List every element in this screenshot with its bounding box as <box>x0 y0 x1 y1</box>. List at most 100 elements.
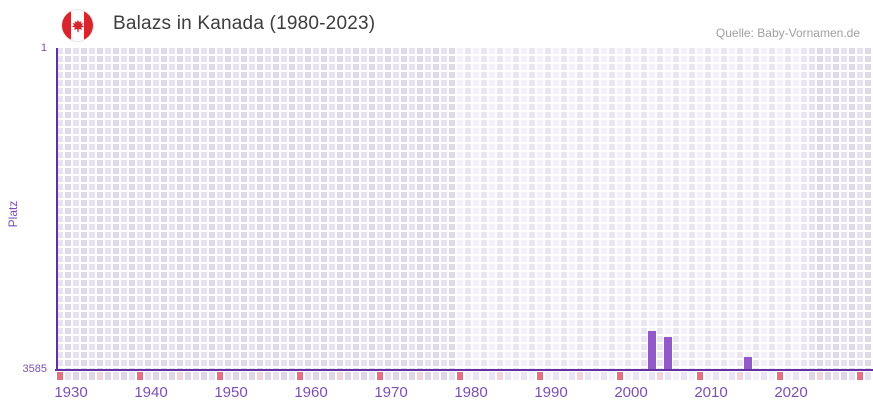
rank-bar-2006[interactable] <box>664 337 672 369</box>
grid-column <box>721 48 727 369</box>
x-axis-tick-cell <box>785 372 791 380</box>
x-axis-minor-tick <box>257 372 263 380</box>
grid-column <box>81 48 87 369</box>
grid-column <box>705 48 711 369</box>
grid-column <box>793 48 799 369</box>
grid-column <box>225 48 231 369</box>
grid-column <box>521 48 527 369</box>
x-axis-tick-cell <box>633 372 639 380</box>
grid-column <box>137 48 143 369</box>
grid-column <box>817 48 823 369</box>
grid-column <box>449 48 455 369</box>
x-axis-tick-cell <box>169 372 175 380</box>
x-axis-tick-cell <box>225 372 231 380</box>
grid-column <box>257 48 263 369</box>
x-axis-tick-label: 1970 <box>374 384 408 401</box>
x-axis-tick-cell <box>753 372 759 380</box>
grid-column <box>393 48 399 369</box>
grid-column <box>337 48 343 369</box>
grid-column <box>689 48 695 369</box>
grid-column <box>129 48 135 369</box>
x-axis-tick-cell <box>793 372 799 380</box>
x-axis-tick-cell <box>265 372 271 380</box>
grid-column <box>505 48 511 369</box>
x-axis-tick-cell <box>65 372 71 380</box>
grid-column <box>329 48 335 369</box>
x-axis-major-tick <box>777 372 783 380</box>
grid-column <box>361 48 367 369</box>
x-axis-tick-cell <box>721 372 727 380</box>
x-axis-major-tick <box>697 372 703 380</box>
grid-column <box>201 48 207 369</box>
x-axis-tick-cell <box>153 372 159 380</box>
grid-column <box>617 48 623 369</box>
flag-red-band-left <box>62 10 71 41</box>
grid-column <box>273 48 279 369</box>
rank-bar-2016[interactable] <box>744 357 752 369</box>
x-axis-minor-tick <box>337 372 343 380</box>
x-axis-tick-cell <box>313 372 319 380</box>
x-axis-tick-cell <box>249 372 255 380</box>
x-axis-tick-cell <box>321 372 327 380</box>
grid-column <box>457 48 463 369</box>
grid-column <box>305 48 311 369</box>
grid-column <box>761 48 767 369</box>
grid-column <box>409 48 415 369</box>
grid-column <box>609 48 615 369</box>
x-axis-tick-cell <box>345 372 351 380</box>
x-axis-tick-cell <box>89 372 95 380</box>
grid-column <box>433 48 439 369</box>
grid-column <box>801 48 807 369</box>
grid-column <box>625 48 631 369</box>
grid-column <box>665 48 671 369</box>
x-axis-major-tick <box>297 372 303 380</box>
grid-column <box>777 48 783 369</box>
x-axis-tick-cell <box>521 372 527 380</box>
x-axis-tick-cell <box>729 372 735 380</box>
x-axis-tick-label: 1940 <box>134 384 168 401</box>
grid-column <box>89 48 95 369</box>
grid-column <box>649 48 655 369</box>
grid-column <box>785 48 791 369</box>
grid-column <box>153 48 159 369</box>
x-axis-tick-cell <box>113 372 119 380</box>
rank-bar-2004[interactable] <box>648 331 656 369</box>
x-axis-minor-tick <box>497 372 503 380</box>
grid-column <box>401 48 407 369</box>
grid-column <box>553 48 559 369</box>
x-axis-tick-cell <box>185 372 191 380</box>
x-axis-tick-label: 1990 <box>534 384 568 401</box>
grid-column <box>241 48 247 369</box>
x-axis-tick-cell <box>81 372 87 380</box>
grid-column <box>185 48 191 369</box>
grid-column <box>209 48 215 369</box>
grid-column <box>321 48 327 369</box>
grid-column <box>809 48 815 369</box>
x-axis-tick-cell <box>105 372 111 380</box>
grid-column <box>177 48 183 369</box>
x-axis-tick-cell <box>329 372 335 380</box>
x-axis-tick-cell <box>705 372 711 380</box>
x-axis-tick-cell <box>233 372 239 380</box>
grid-column <box>537 48 543 369</box>
x-axis-tick-cell <box>193 372 199 380</box>
grid-column <box>345 48 351 369</box>
canada-flag-icon <box>62 10 93 41</box>
grid-column <box>529 48 535 369</box>
x-axis-minor-tick <box>417 372 423 380</box>
x-axis-tick-cell <box>449 372 455 380</box>
grid-column <box>865 48 871 369</box>
grid-column <box>417 48 423 369</box>
x-axis-tick-cell <box>473 372 479 380</box>
x-axis-tick-cell <box>553 372 559 380</box>
x-axis-tick-cell <box>129 372 135 380</box>
grid-column <box>633 48 639 369</box>
y-axis-max-label: 1 <box>40 42 47 54</box>
x-axis-tick-cell <box>209 372 215 380</box>
x-axis-tick-label: 2020 <box>774 384 808 401</box>
grid-column <box>569 48 575 369</box>
x-axis-tick-label: 1950 <box>214 384 248 401</box>
grid-column <box>593 48 599 369</box>
x-axis-minor-tick <box>577 372 583 380</box>
